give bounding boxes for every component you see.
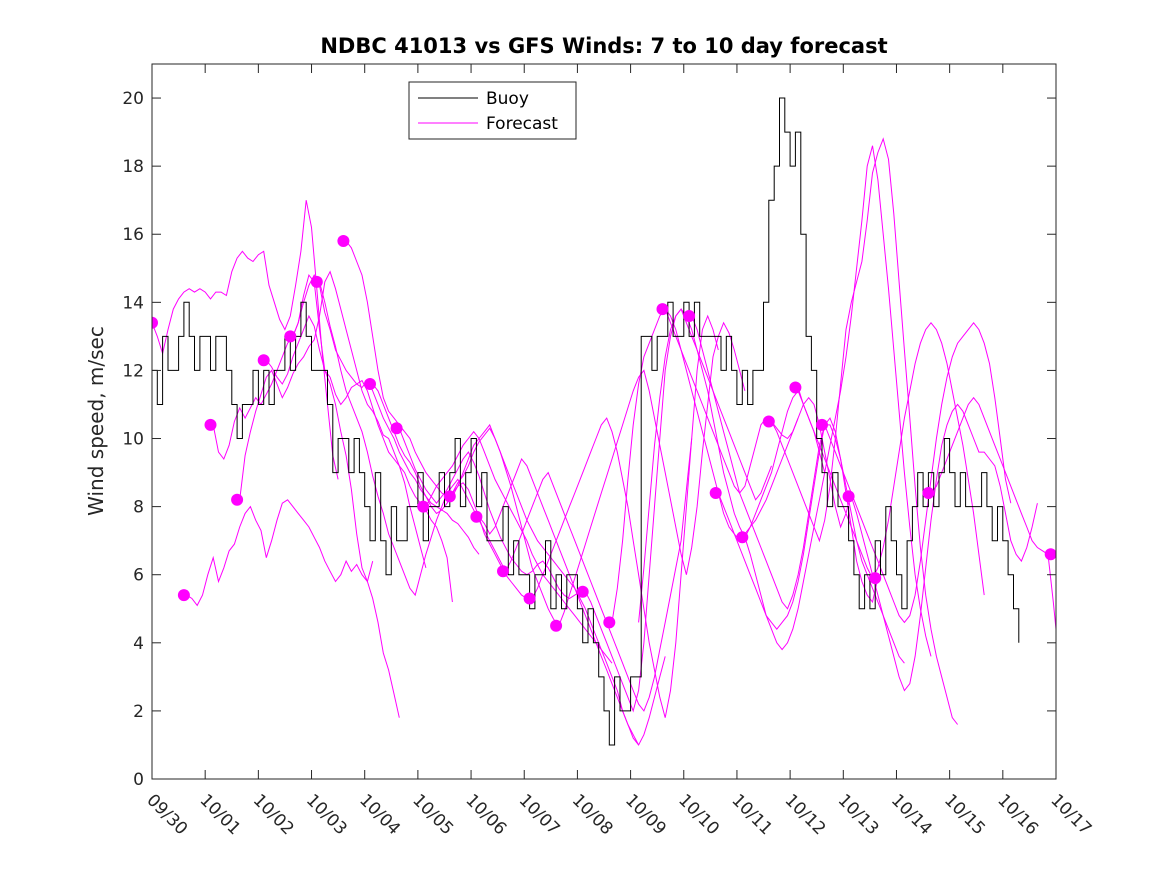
forecast-marker-14 bbox=[523, 592, 536, 605]
forecast-run-line-2 bbox=[212, 273, 400, 718]
forecast-run-line-26 bbox=[850, 403, 1038, 692]
forecast-run-line-12 bbox=[478, 457, 666, 746]
forecast-marker-2 bbox=[204, 418, 217, 431]
forecast-run-line-5 bbox=[292, 274, 480, 555]
axes-box bbox=[151, 63, 1057, 780]
chart-title: NDBC 41013 vs GFS Winds: 7 to 10 day for… bbox=[320, 34, 887, 58]
forecast-marker-10 bbox=[417, 500, 430, 513]
forecast-marker-25 bbox=[842, 490, 855, 503]
forecast-run-line-14 bbox=[531, 314, 719, 718]
forecast-marker-12 bbox=[470, 510, 483, 523]
forecast-marker-27 bbox=[922, 487, 935, 499]
forecast-marker-9 bbox=[390, 422, 403, 435]
forecast-marker-19 bbox=[683, 310, 696, 322]
y-tick-label-0: 0 bbox=[133, 770, 144, 790]
forecast-marker-18 bbox=[656, 303, 669, 316]
forecast-run-line-18 bbox=[638, 308, 826, 623]
forecast-run-line-24 bbox=[797, 321, 985, 596]
forecast-run-line-13 bbox=[505, 438, 693, 712]
forecast-run-line-8 bbox=[372, 383, 560, 627]
forecast-run-line-1 bbox=[186, 499, 374, 607]
buoy-line bbox=[152, 97, 1020, 746]
forecast-marker-15 bbox=[550, 619, 563, 632]
y-tick-label-2: 4 bbox=[133, 634, 144, 654]
forecast-run-line-9 bbox=[398, 428, 586, 600]
forecast-marker-24 bbox=[816, 418, 828, 431]
forecast-run-line-3 bbox=[239, 270, 427, 569]
forecast-markers bbox=[152, 235, 1056, 632]
legend-forecast-label: Forecast bbox=[486, 114, 558, 134]
forecast-run-line-21 bbox=[717, 424, 905, 664]
forecast-marker-28 bbox=[1044, 548, 1056, 561]
forecast-run-line-17 bbox=[611, 308, 799, 623]
forecast-marker-11 bbox=[443, 490, 456, 503]
forecast-run-line-23 bbox=[771, 137, 958, 725]
forecast-run-line-27 bbox=[930, 396, 1056, 630]
forecast-marker-4 bbox=[257, 354, 270, 367]
forecast-run-line-22 bbox=[744, 145, 932, 657]
forecast-marker-23 bbox=[789, 381, 802, 394]
forecast-marker-13 bbox=[497, 565, 509, 578]
forecast-marker-21 bbox=[736, 531, 749, 544]
y-axis-label: Wind speed, m/sec bbox=[84, 326, 108, 516]
y-tick-label-6: 12 bbox=[122, 361, 144, 381]
y-tick-label-1: 2 bbox=[133, 702, 144, 722]
forecast-marker-26 bbox=[869, 572, 882, 585]
y-tick-label-10: 20 bbox=[122, 89, 144, 109]
legend: Buoy Forecast bbox=[408, 81, 577, 140]
y-tick-label-8: 16 bbox=[122, 225, 144, 245]
forecast-marker-0 bbox=[152, 316, 158, 329]
forecast-marker-7 bbox=[337, 235, 350, 247]
legend-box bbox=[408, 81, 577, 140]
forecast-marker-20 bbox=[709, 487, 722, 499]
forecast-marker-6 bbox=[310, 275, 323, 288]
forecast-run-line-0 bbox=[152, 200, 339, 480]
forecast-marker-5 bbox=[284, 330, 297, 343]
plot-area bbox=[152, 97, 1056, 746]
forecast-marker-17 bbox=[603, 616, 616, 629]
legend-buoy-label: Buoy bbox=[486, 89, 529, 109]
forecast-marker-1 bbox=[177, 589, 190, 602]
y-tick-label-4: 8 bbox=[133, 498, 144, 518]
forecast-marker-8 bbox=[364, 378, 376, 390]
y-tick-label-9: 18 bbox=[122, 157, 144, 177]
buoy-series bbox=[152, 97, 1020, 746]
y-tick-label-5: 10 bbox=[122, 430, 144, 450]
forecast-run-line-15 bbox=[558, 321, 746, 626]
forecast-run-line-10 bbox=[425, 430, 613, 664]
y-tick-label-3: 6 bbox=[133, 566, 144, 586]
forecast-marker-16 bbox=[576, 585, 589, 598]
forecast-marker-22 bbox=[762, 415, 775, 428]
forecast-marker-3 bbox=[231, 493, 244, 506]
forecast-run-line-25 bbox=[824, 321, 1012, 624]
y-tick-label-7: 14 bbox=[122, 293, 144, 313]
